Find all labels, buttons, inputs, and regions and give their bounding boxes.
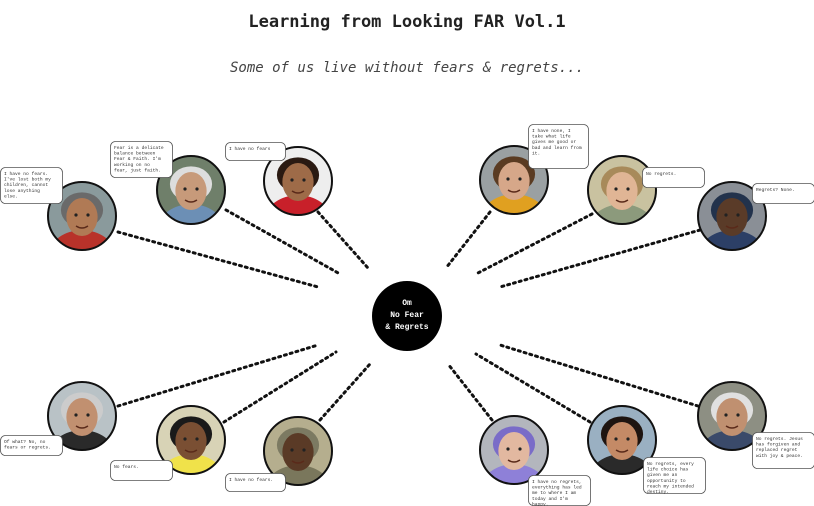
center-label-line: Om xyxy=(402,299,412,308)
page-title: Learning from Looking FAR Vol.1 xyxy=(248,12,566,32)
quote-bubble-1: I have no fears. I've lost both my childre… xyxy=(0,167,63,204)
quote-bubble-5: No regrets. xyxy=(642,167,705,188)
person-node-5 xyxy=(587,155,657,225)
bubble-frame xyxy=(752,183,814,204)
quote-text: No regrets. xyxy=(646,171,676,177)
quote-text: I have no fears. I've lost both my childre… xyxy=(4,171,51,199)
bubble-frame xyxy=(528,124,589,169)
person-node-4 xyxy=(479,145,549,215)
center-label-line: & Regrets xyxy=(385,323,428,332)
quote-bubble-7: Of what? No, no fears or regrets. xyxy=(0,435,63,456)
bubble-frame xyxy=(642,167,705,188)
portrait-frame xyxy=(156,405,226,475)
connector-line-9 xyxy=(318,362,372,422)
portrait-icon xyxy=(480,416,548,484)
portrait-frame xyxy=(263,416,333,486)
connector-line-12 xyxy=(498,343,700,408)
quote-bubble-2: Fear is a delicate balance between Fear & … xyxy=(110,141,173,178)
quote-text: I have no fears xyxy=(229,146,271,152)
connector-line-3 xyxy=(316,210,370,270)
portrait-frame xyxy=(156,155,226,225)
portrait-frame xyxy=(47,381,117,451)
center-circle xyxy=(372,281,442,351)
portrait-icon xyxy=(157,406,225,474)
quote-text: Of what? No, no fears or regrets. xyxy=(4,439,51,451)
quote-bubble-3: I have no fears xyxy=(225,142,286,161)
quote-text: No regrets, every life choice has given me… xyxy=(647,461,694,495)
portrait-icon xyxy=(698,382,766,450)
bubble-frame xyxy=(225,473,286,492)
quote-bubble-11: No regrets, every life choice has given me… xyxy=(643,457,706,495)
connector-line-6 xyxy=(498,228,702,289)
connector-line-5 xyxy=(474,212,594,276)
portrait-frame xyxy=(47,181,117,251)
bubble-frame xyxy=(752,432,814,469)
quote-text: Regrets? None. xyxy=(756,187,795,193)
person-node-3 xyxy=(263,146,333,216)
bubble-frame xyxy=(0,167,63,204)
quote-text: No fears. xyxy=(114,464,139,470)
portrait-icon xyxy=(264,147,332,215)
center-node: Om No Fear & Regrets xyxy=(372,281,442,351)
portrait-frame xyxy=(479,415,549,485)
connector-line-2 xyxy=(224,208,342,276)
connector-line-7 xyxy=(116,343,320,408)
quote-text: No regrets. Jesus has forgiven and replace… xyxy=(756,436,803,459)
person-node-7 xyxy=(47,381,117,451)
portrait-icon xyxy=(48,382,116,450)
quote-bubble-12: No regrets. Jesus has forgiven and replace… xyxy=(752,432,814,469)
quote-bubble-10: I have no regrets, everything has led me t… xyxy=(528,475,591,506)
page-subtitle: Some of us live without fears & regrets.… xyxy=(229,60,584,76)
portrait-frame xyxy=(587,155,657,225)
connector-line-4 xyxy=(444,210,492,270)
connector-line-11 xyxy=(474,352,592,424)
connector-line-8 xyxy=(222,350,338,424)
quote-bubble-6: Regrets? None. xyxy=(752,183,814,204)
bubble-frame xyxy=(0,435,63,456)
quote-text: I have no regrets, everything has led me t… xyxy=(532,479,582,506)
person-node-10 xyxy=(479,415,549,485)
person-node-8 xyxy=(156,405,226,475)
quote-bubble-8: No fears. xyxy=(110,460,173,481)
portrait-frame xyxy=(697,381,767,451)
person-node-2 xyxy=(156,155,226,225)
bubble-frame xyxy=(643,457,706,494)
portrait-icon xyxy=(588,156,656,224)
portrait-icon xyxy=(480,146,548,214)
person-node-9 xyxy=(263,416,333,486)
portrait-icon xyxy=(264,417,332,485)
connector-line-1 xyxy=(116,230,320,289)
bubble-frame xyxy=(110,141,173,178)
portrait-frame xyxy=(263,146,333,216)
bubble-frame xyxy=(110,460,173,481)
quote-text: Fear is a delicate balance between Fear & … xyxy=(114,145,164,173)
connector-line-10 xyxy=(446,362,494,422)
person-node-12 xyxy=(697,381,767,451)
portrait-frame xyxy=(479,145,549,215)
bubble-frame xyxy=(225,142,286,161)
portrait-frame xyxy=(587,405,657,475)
quote-bubble-9: I have no fears. xyxy=(225,473,286,492)
center-label-line: No Fear xyxy=(390,311,424,320)
quote-text: I have no fears. xyxy=(229,477,273,483)
portrait-frame xyxy=(697,181,767,251)
